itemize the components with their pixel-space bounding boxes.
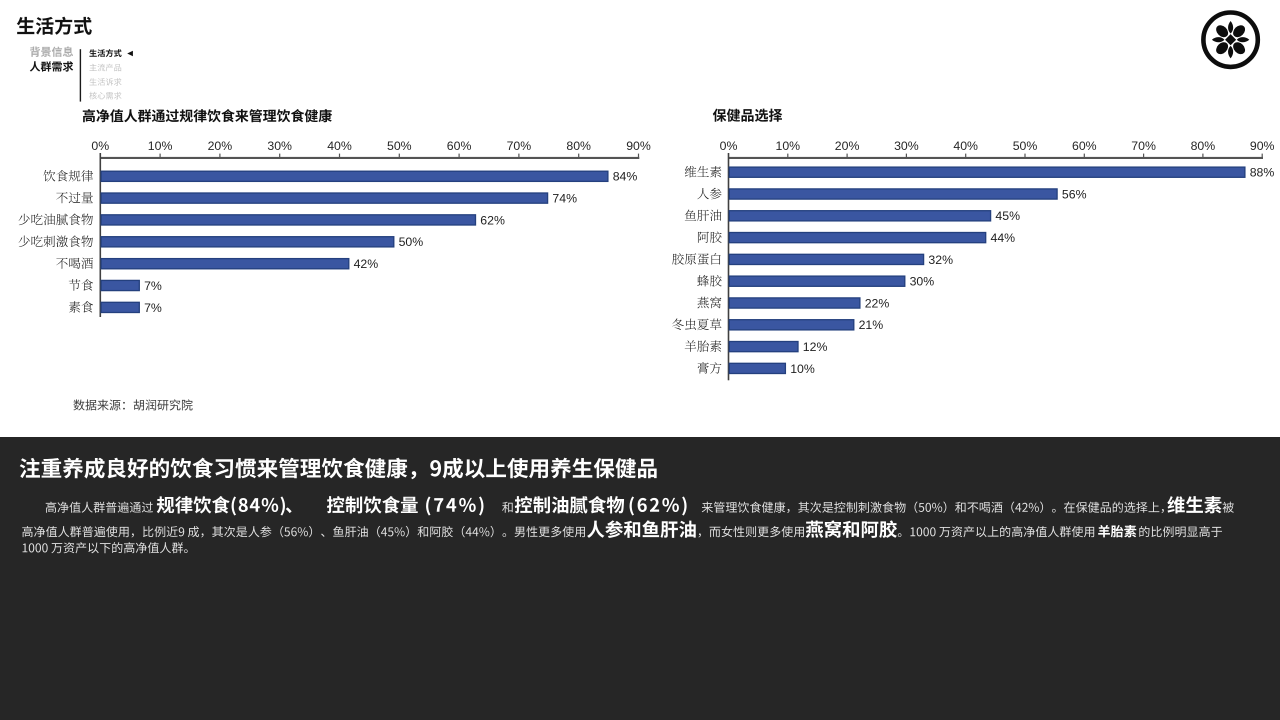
svg-text:40%: 40% — [327, 139, 352, 153]
svg-text:10%: 10% — [790, 362, 815, 376]
svg-text:42%: 42% — [354, 257, 379, 271]
svg-text:74%: 74% — [552, 192, 577, 206]
svg-text:10%: 10% — [148, 139, 173, 153]
svg-text:7%: 7% — [144, 301, 162, 315]
svg-text:40%: 40% — [953, 139, 978, 153]
svg-text:90%: 90% — [1250, 139, 1275, 153]
svg-text:80%: 80% — [1191, 139, 1216, 153]
svg-text:30%: 30% — [894, 139, 919, 153]
svg-text:60%: 60% — [447, 139, 472, 153]
svg-text:70%: 70% — [507, 139, 532, 153]
svg-text:0%: 0% — [720, 139, 738, 153]
svg-text:21%: 21% — [859, 318, 884, 332]
svg-text:30%: 30% — [910, 275, 935, 289]
svg-text:12%: 12% — [803, 340, 828, 354]
svg-text:70%: 70% — [1131, 139, 1156, 153]
svg-text:50%: 50% — [387, 139, 412, 153]
svg-text:88%: 88% — [1250, 166, 1275, 180]
svg-text:32%: 32% — [928, 253, 953, 267]
svg-text:20%: 20% — [835, 139, 860, 153]
svg-text:45%: 45% — [995, 209, 1020, 223]
svg-text:80%: 80% — [566, 139, 591, 153]
svg-text:10%: 10% — [775, 139, 800, 153]
svg-text:44%: 44% — [991, 231, 1016, 245]
svg-text:7%: 7% — [144, 279, 162, 293]
svg-text:62%: 62% — [480, 213, 505, 227]
svg-text:60%: 60% — [1072, 139, 1097, 153]
svg-text:50%: 50% — [1013, 139, 1038, 153]
svg-text:20%: 20% — [208, 139, 233, 153]
svg-text:30%: 30% — [267, 139, 292, 153]
svg-text:84%: 84% — [613, 170, 638, 184]
svg-text:56%: 56% — [1062, 187, 1087, 201]
svg-text:0%: 0% — [91, 139, 109, 153]
svg-text:90%: 90% — [626, 139, 651, 153]
svg-text:50%: 50% — [399, 235, 424, 249]
svg-text:22%: 22% — [865, 296, 890, 310]
